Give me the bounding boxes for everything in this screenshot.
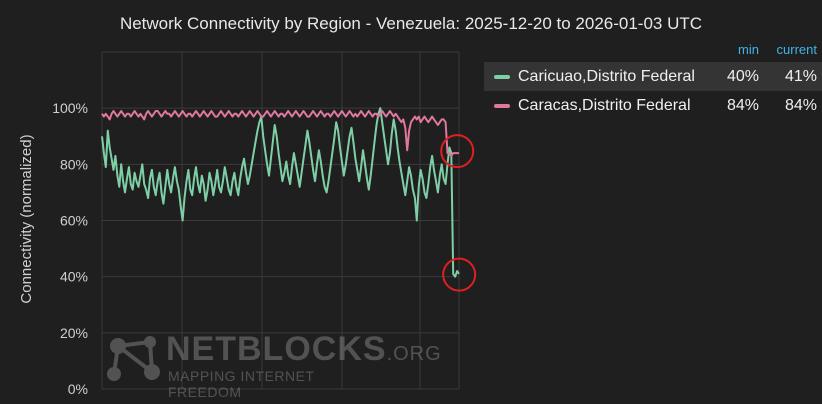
watermark-brand: NETBLOCKS.ORG (166, 330, 442, 368)
legend-label: Caricuao,Distrito Federal (518, 68, 695, 85)
netblocks-watermark: NETBLOCKS.ORG MAPPING INTERNET FREEDOM (104, 330, 441, 400)
legend-swatch (494, 104, 510, 108)
legend-swatch (494, 75, 510, 79)
series-line-caracas (101, 110, 459, 157)
netblocks-logo-icon (107, 336, 160, 381)
watermark-suffix: .ORG (386, 343, 442, 365)
y-tick-label: 0% (68, 381, 88, 397)
chart-title: Network Connectivity by Region - Venezue… (119, 14, 703, 33)
legend-current-value: 41% (784, 68, 817, 85)
legend-current-value: 84% (784, 97, 817, 114)
watermark-tagline: MAPPING INTERNET FREEDOM (168, 368, 315, 400)
y-tick-label: 20% (60, 325, 88, 341)
y-tick-label: 60% (60, 213, 88, 229)
chart-annotations (440, 134, 477, 292)
legend-min-value: 84% (726, 97, 759, 114)
legend-min-header: min (738, 42, 759, 57)
y-tick-label: 40% (60, 269, 88, 285)
series-line-caricuao (101, 107, 460, 278)
legend-current-header: current (776, 42, 817, 57)
y-axis: 0% 20% 40% 60% 80% 100% (52, 100, 88, 397)
legend-item-caracas[interactable]: Caracas,Distrito Federal 84% 84% (484, 91, 822, 120)
legend-label: Caracas,Distrito Federal (518, 97, 691, 114)
highlight-circle (442, 257, 477, 292)
legend-item-caricuao[interactable]: Caricuao,Distrito Federal 40% 41% (484, 62, 822, 91)
chart-legend: min current Caricuao,Distrito Federal 40… (484, 42, 822, 120)
y-axis-label: Connectivity (normalized) (18, 134, 35, 303)
chart-series (101, 107, 460, 278)
y-tick-label: 80% (60, 156, 88, 172)
legend-header: min current (484, 42, 822, 62)
highlight-circle (440, 134, 475, 169)
y-tick-label: 100% (52, 100, 88, 116)
legend-min-value: 40% (726, 68, 759, 85)
